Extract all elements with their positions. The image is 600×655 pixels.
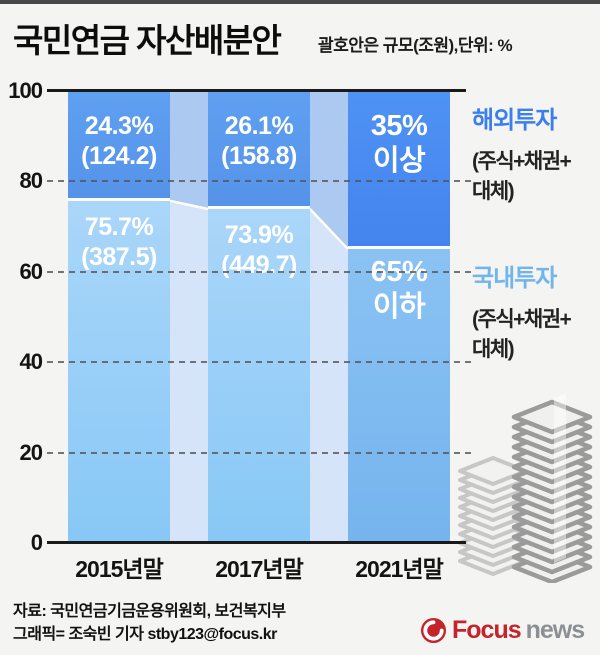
y-axis-tick-20: 20 [19, 439, 43, 465]
segment-divider [68, 197, 170, 201]
segment-label: 73.9% (449.7) [208, 209, 310, 280]
legend-sub-line: 대체) [472, 180, 515, 203]
overseas-segment-2017: 26.1% (158.8) [208, 91, 310, 206]
segment-pct: 75.7% [84, 212, 154, 241]
x-axis-label-2017: 2017년말 [215, 556, 304, 582]
logo-brand-text: Focus [452, 616, 522, 644]
y-axis-tick-40: 40 [19, 349, 43, 375]
legend-overseas-sub: (주식+채권+ 대체) [472, 147, 600, 207]
bar-2021: 35% 이상 65% 이하 [348, 91, 450, 543]
flow-band-domestic [170, 200, 208, 543]
flow-band-domestic [310, 208, 348, 544]
legend-overseas: 해외투자 (주식+채권+ 대체) [472, 100, 600, 207]
segment-pct: 73.9% [224, 220, 294, 249]
overseas-segment-2021: 35% 이상 [348, 91, 450, 247]
legend-domestic-sub: (주식+채권+ 대체) [472, 305, 600, 365]
segment-label: 75.7% (387.5) [68, 201, 170, 272]
segment-amount: (449.7) [221, 250, 297, 279]
focus-news-logo: Focus news [420, 616, 586, 645]
x-axis-label-2015: 2015년말 [75, 556, 164, 582]
legend-sub-line: (주식+채권+ [472, 150, 572, 173]
source-text: 자료: 국민연금기금운용위원회, 보건복지부 [13, 603, 286, 620]
page-title: 국민연금 자산배분안 [13, 22, 282, 59]
overseas-segment-2015: 24.3% (124.2) [68, 91, 170, 198]
y-axis-tick-60: 60 [19, 258, 43, 284]
flow-divider-line [169, 199, 209, 211]
gridline-40 [47, 361, 472, 364]
segment-qualifier: 이하 [372, 291, 426, 324]
flow-band-overseas [310, 91, 348, 250]
credit-text: 그래픽= 조숙빈 기자 stby123@focus.kr [13, 626, 277, 643]
domestic-segment-2021: 65% 이하 [348, 249, 450, 543]
segment-pct: 26.1% [224, 112, 294, 140]
segment-pct: 24.3% [84, 112, 154, 140]
gridline-80 [47, 180, 472, 183]
segment-divider [348, 246, 450, 250]
segment-label: 65% 이하 [348, 249, 450, 325]
segment-amount: (387.5) [81, 242, 157, 271]
legend-domestic: 국내투자 (주식+채권+ 대체) [472, 258, 600, 365]
bar-2015: 24.3% (124.2) 75.7% (387.5) [68, 91, 170, 543]
y-axis-tick-0: 0 [30, 530, 43, 555]
x-axis-label-2021: 2021년말 [355, 556, 444, 582]
segment-qualifier: 이상 [372, 145, 426, 177]
segment-label: 35% 이상 [348, 91, 450, 179]
segment-pct: 35% [370, 110, 428, 142]
domestic-segment-2017: 73.9% (449.7) [208, 208, 310, 543]
segment-amount: (124.2) [81, 142, 157, 170]
axis-line-top [47, 89, 466, 92]
segment-label: 24.3% (124.2) [68, 91, 170, 171]
focus-logo-icon [420, 617, 447, 644]
domestic-segment-2015: 75.7% (387.5) [68, 200, 170, 543]
axis-line-bottom [47, 541, 466, 544]
y-axis-tick-80: 80 [19, 168, 43, 194]
logo-suffix-text: news [525, 616, 586, 644]
legend-sub-line: 대체) [472, 338, 515, 361]
bar-2017: 26.1% (158.8) 73.9% (449.7) [208, 91, 310, 543]
gridline-60 [47, 270, 472, 273]
segment-divider [208, 205, 310, 209]
flow-band-overseas [170, 91, 208, 209]
legend-domestic-label: 국내투자 [472, 265, 557, 292]
legend-sub-line: (주식+채권+ [472, 308, 572, 331]
top-accent-bar [0, 0, 600, 4]
gridline-20 [47, 451, 472, 454]
legend-overseas-label: 해외투자 [472, 107, 557, 134]
segment-label: 26.1% (158.8) [208, 91, 310, 171]
segment-amount: (158.8) [221, 142, 297, 170]
flow-divider-line [309, 208, 349, 251]
money-stacks-icon [458, 393, 598, 583]
y-axis-tick-100: 100 [8, 78, 43, 103]
page-subtitle: 괄호안은 규모(조원),단위: % [318, 36, 513, 55]
